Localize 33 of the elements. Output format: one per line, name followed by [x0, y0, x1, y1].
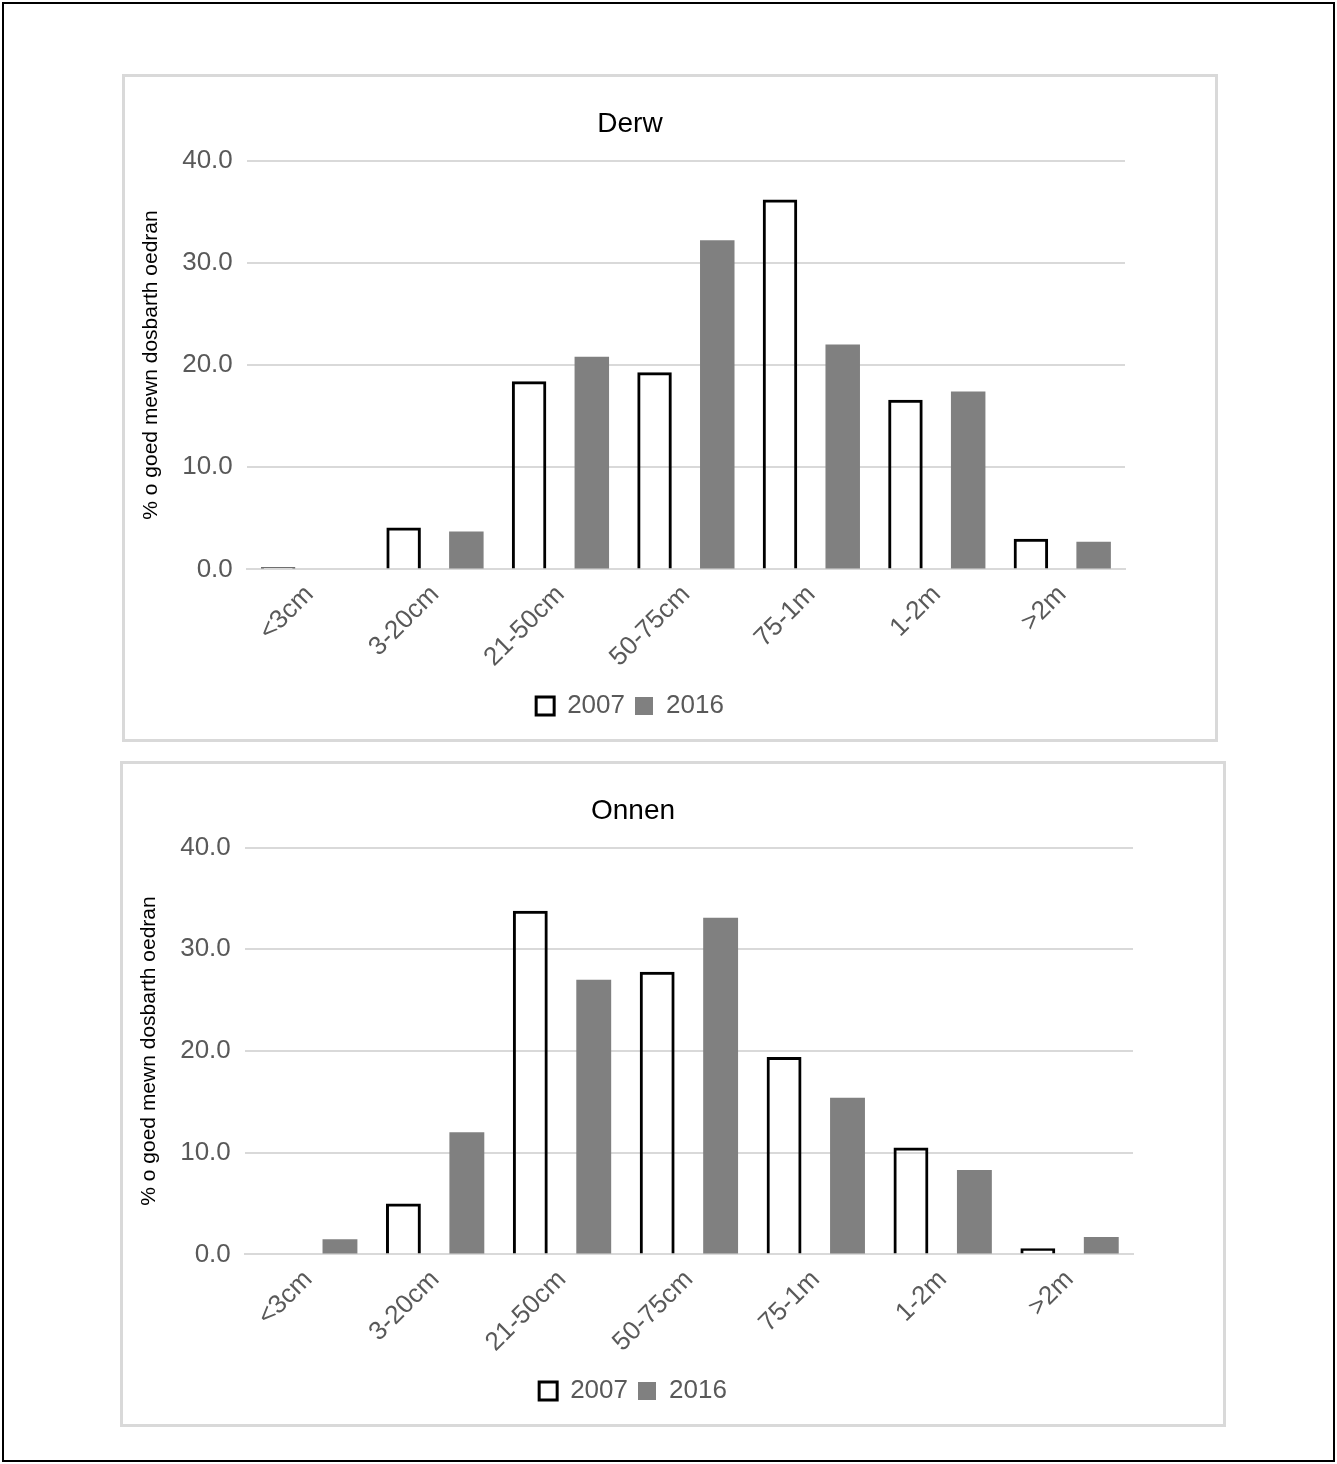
y-tick-label: 20.0 — [180, 1034, 231, 1065]
bar — [703, 917, 739, 1254]
bar — [950, 391, 986, 569]
legend-label: 2007 — [567, 689, 625, 720]
bar — [830, 1097, 865, 1254]
y-axis-title: % o goed mewn dosbarth oedran — [138, 210, 162, 520]
bar — [700, 240, 735, 569]
chart-title: Derw — [597, 106, 664, 138]
y-tick-label: 40.0 — [180, 830, 231, 861]
bar — [576, 979, 612, 1254]
y-tick-label: 30.0 — [180, 932, 231, 963]
y-tick-label: 10.0 — [182, 450, 233, 481]
bar — [322, 1239, 358, 1254]
y-tick-label: 0.0 — [194, 1237, 231, 1268]
y-tick-label: 40.0 — [182, 143, 233, 174]
bar — [825, 344, 860, 569]
bar — [574, 356, 610, 569]
bar — [449, 1132, 485, 1254]
legend-label: 2016 — [666, 689, 724, 720]
bar — [1083, 1237, 1119, 1254]
legend-label: 2016 — [669, 1374, 727, 1405]
y-tick-label: 20.0 — [182, 348, 233, 379]
x-tick-label: >2m — [1021, 1263, 1079, 1322]
bar — [956, 1170, 992, 1254]
chart-title: Onnen — [590, 793, 676, 825]
bar — [1076, 541, 1111, 569]
x-tick-label: >2m — [1014, 578, 1072, 637]
y-axis-title: % o goed mewn dosbarth oedran — [136, 896, 160, 1206]
bar — [449, 531, 484, 569]
y-tick-label: 0.0 — [196, 552, 233, 583]
y-tick-label: 30.0 — [182, 245, 233, 276]
y-tick-label: 10.0 — [180, 1135, 231, 1166]
legend-label: 2007 — [570, 1374, 628, 1405]
